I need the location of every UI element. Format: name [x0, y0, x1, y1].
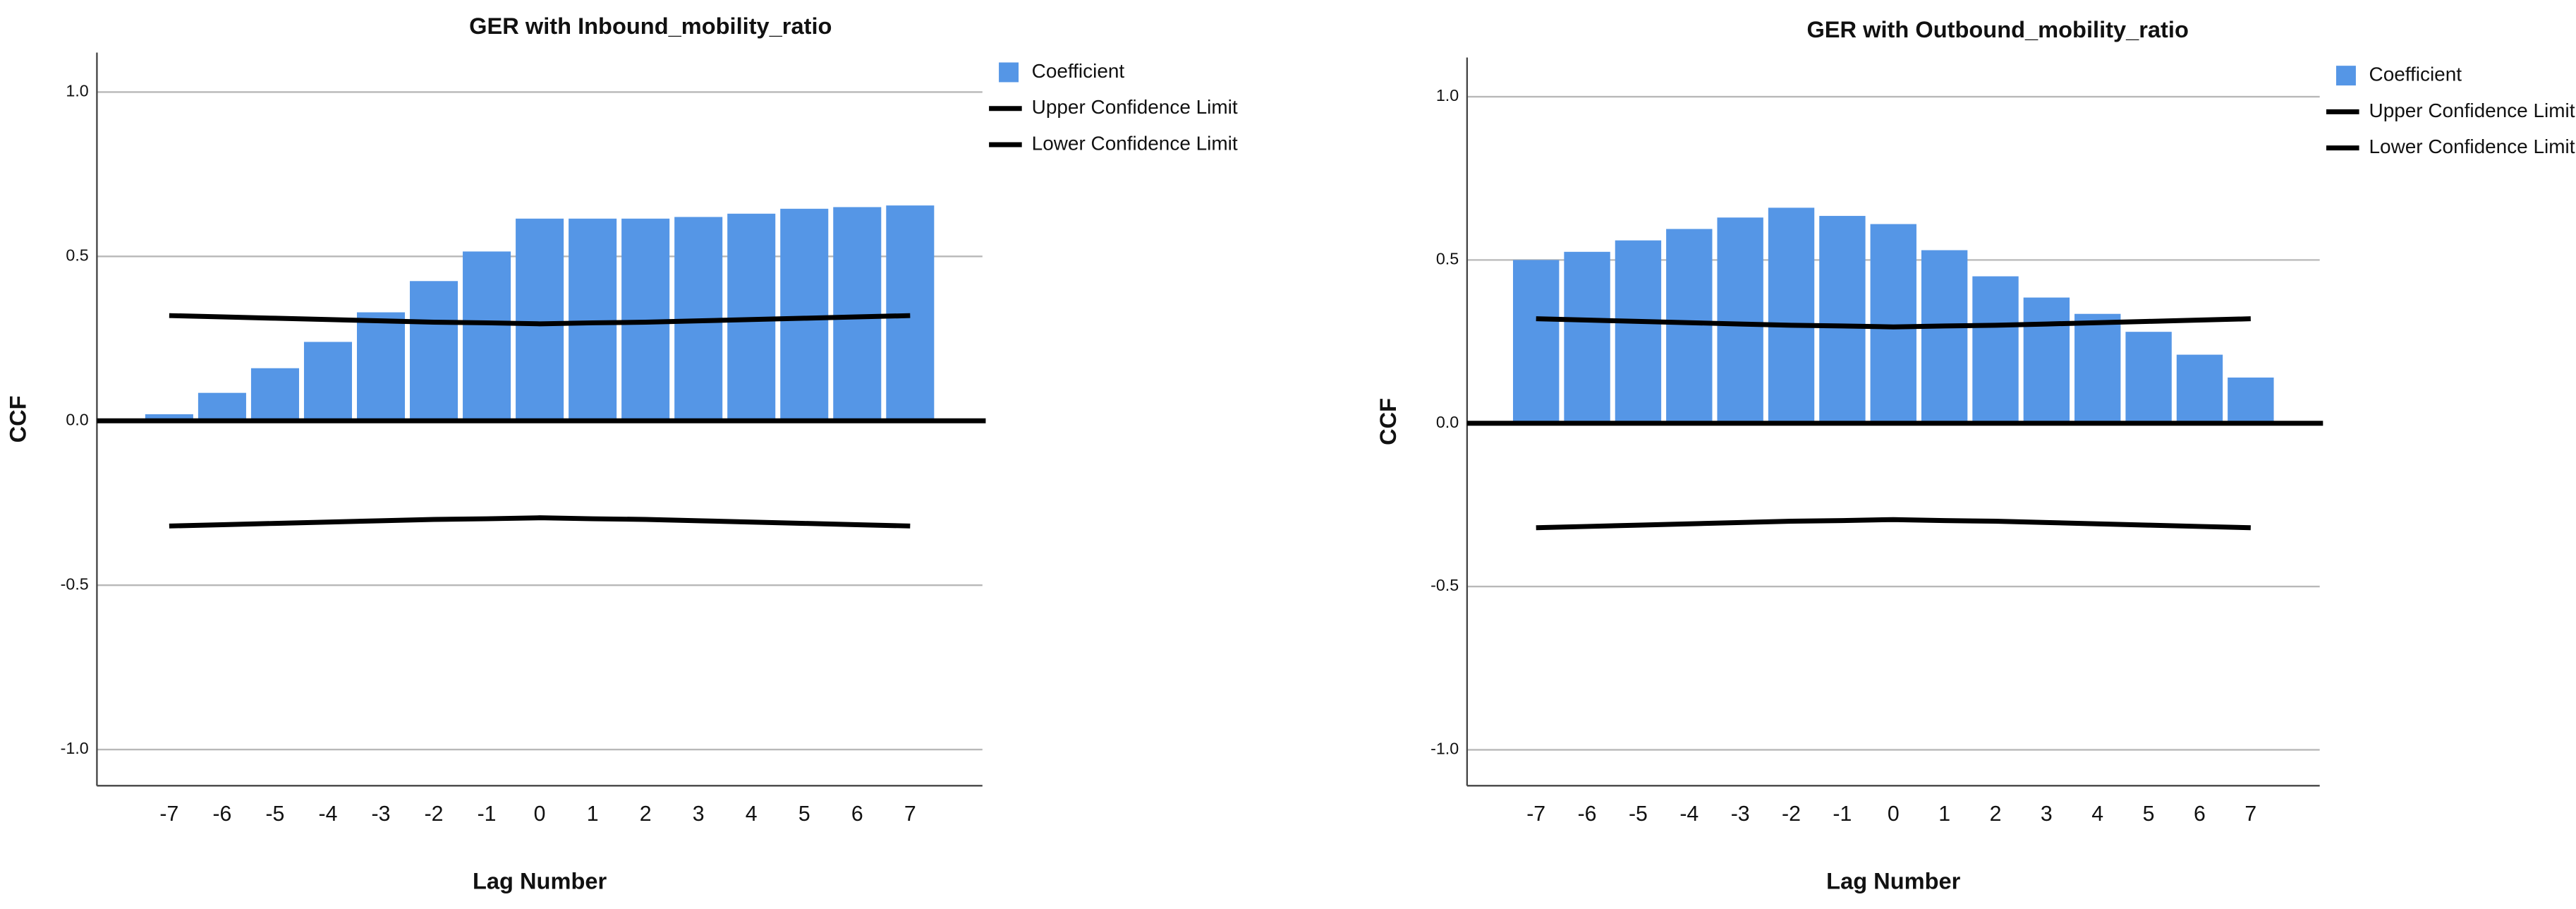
bar	[2074, 313, 2121, 423]
x-tick-label: -2	[425, 802, 444, 826]
bar	[1615, 240, 1662, 423]
bar	[2125, 332, 2172, 423]
bar	[1921, 250, 1968, 423]
x-tick-label: -4	[1679, 802, 1699, 826]
y-tick-label: 0.0	[1436, 413, 1459, 431]
x-tick-label: 0	[534, 802, 546, 826]
x-tick-label: 2	[1990, 802, 2002, 826]
y-tick-label: -0.5	[61, 574, 89, 593]
bar	[250, 368, 299, 421]
x-tick-label: 1	[1938, 802, 1950, 826]
x-tick-label: 0	[1888, 802, 1900, 826]
y-tick-label: 1.0	[66, 82, 88, 100]
x-tick-label: 6	[2194, 802, 2206, 826]
y-tick-label: 1.0	[1436, 86, 1459, 104]
legend-label: Coefficient	[1032, 60, 1125, 82]
bar	[833, 207, 882, 421]
confidence-line	[169, 515, 911, 529]
legend-swatch	[2335, 66, 2356, 86]
x-tick-label: -6	[212, 802, 231, 826]
x-axis-title: Lag Number	[1826, 867, 1960, 893]
x-tick-label: 6	[851, 802, 863, 826]
x-tick-label: -7	[1526, 802, 1545, 826]
x-tick-label: -1	[1833, 802, 1852, 826]
bar	[1819, 215, 1866, 423]
bar	[1972, 276, 2019, 423]
bar	[1768, 207, 1815, 423]
bar	[1717, 217, 1763, 423]
bar	[145, 414, 193, 421]
bar	[516, 218, 564, 421]
x-tick-label: -5	[1629, 802, 1648, 826]
bar	[569, 218, 617, 421]
y-tick-label: -1.0	[1430, 740, 1459, 758]
confidence-line	[169, 313, 911, 327]
legend-label: Coefficient	[2369, 64, 2462, 85]
bar	[1513, 260, 1560, 423]
x-tick-label: 7	[904, 802, 916, 826]
legend-swatch	[999, 62, 1019, 83]
x-tick-label: -4	[319, 802, 338, 826]
confidence-line	[1536, 316, 2251, 330]
x-axis-title: Lag Number	[473, 867, 607, 893]
x-tick-label: -5	[265, 802, 284, 826]
bar	[410, 281, 458, 421]
legend-label: Lower Confidence Limit	[1032, 132, 1238, 154]
x-tick-label: -1	[478, 802, 497, 826]
bar	[1666, 229, 1713, 423]
bar	[303, 342, 353, 421]
bar	[1870, 224, 1916, 423]
chart-title: GER with Outbound_mobility_ratio	[1806, 16, 2188, 42]
bar	[1564, 251, 1610, 423]
x-tick-label: 5	[2143, 802, 2155, 826]
legend-label: Lower Confidence Limit	[2369, 136, 2575, 157]
x-tick-label: -3	[372, 802, 391, 826]
y-tick-label: 0.0	[66, 410, 88, 428]
x-tick-label: -7	[159, 802, 178, 826]
bar	[2023, 297, 2070, 423]
x-tick-label: 1	[587, 802, 599, 826]
x-tick-label: 3	[693, 802, 705, 826]
x-tick-label: 5	[798, 802, 810, 826]
x-tick-label: 7	[2244, 802, 2256, 826]
legend-label: Upper Confidence Limit	[1032, 96, 1238, 118]
x-tick-label: 4	[2091, 802, 2103, 826]
chart-title: GER with Inbound_mobility_ratio	[469, 13, 832, 39]
legend-label: Upper Confidence Limit	[2369, 100, 2575, 121]
bar	[2176, 354, 2223, 423]
y-tick-label: -0.5	[1430, 576, 1459, 594]
y-axis-title: CCF	[1375, 398, 1401, 445]
bar	[463, 251, 511, 421]
x-tick-label: 2	[640, 802, 652, 826]
y-tick-label: -1.0	[61, 739, 89, 757]
y-tick-label: 0.5	[66, 246, 88, 264]
x-tick-label: -6	[1578, 802, 1597, 826]
y-tick-label: 0.5	[1436, 250, 1459, 268]
bar	[198, 392, 246, 421]
bar	[356, 312, 406, 421]
bar	[780, 208, 829, 421]
bar	[2228, 377, 2274, 423]
x-tick-label: -2	[1782, 802, 1801, 826]
y-axis-title: CCF	[5, 395, 31, 443]
x-tick-label: -3	[1731, 802, 1750, 826]
x-tick-label: 3	[2041, 802, 2053, 826]
x-tick-label: 4	[746, 802, 758, 826]
bar	[886, 205, 935, 421]
confidence-line	[1536, 517, 2251, 531]
